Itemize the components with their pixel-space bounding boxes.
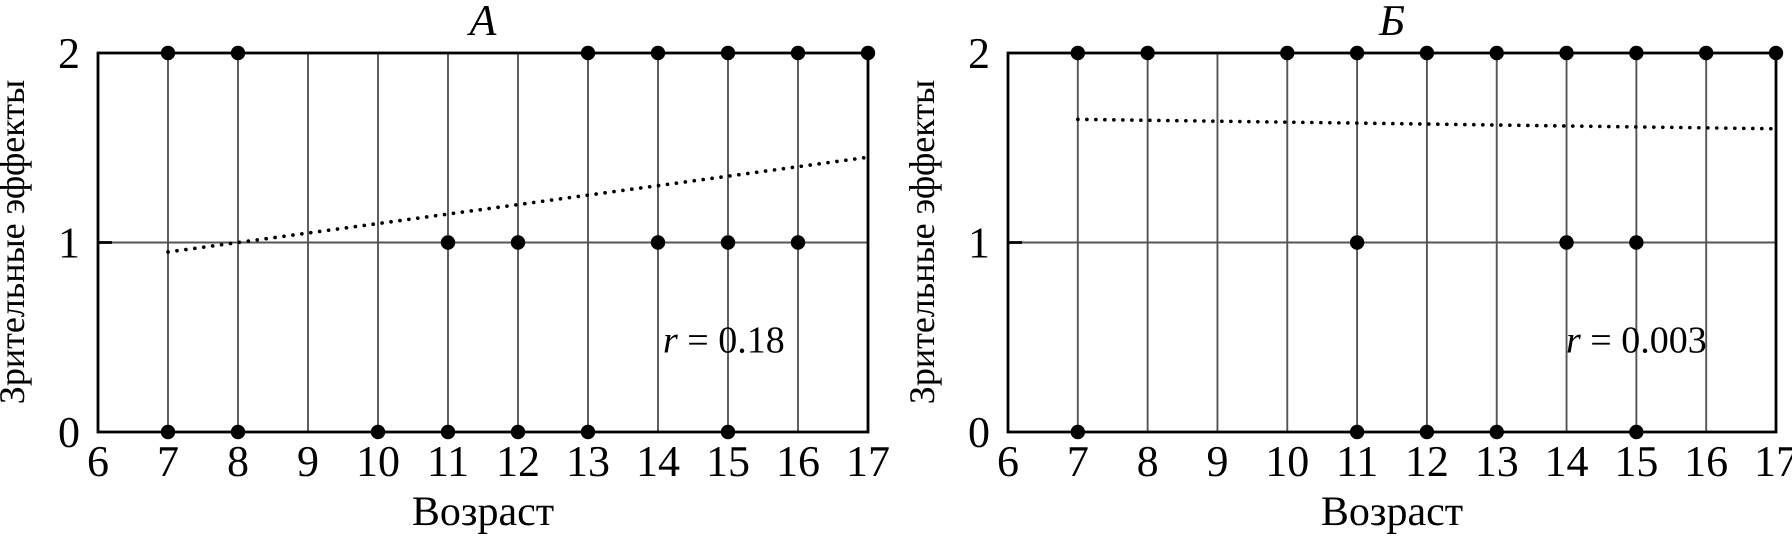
- svg-text:Возраст: Возраст: [1321, 489, 1463, 535]
- svg-text:14: 14: [636, 437, 680, 486]
- svg-text:17: 17: [846, 437, 890, 486]
- svg-text:0: 0: [58, 408, 80, 457]
- svg-text:Возраст: Возраст: [412, 489, 554, 535]
- svg-text:7: 7: [157, 437, 179, 486]
- svg-text:16: 16: [1684, 437, 1728, 486]
- svg-text:12: 12: [1405, 437, 1449, 486]
- svg-text:9: 9: [1206, 437, 1228, 486]
- svg-text:7: 7: [1067, 437, 1089, 486]
- svg-text:r = 0.18: r = 0.18: [663, 320, 785, 362]
- svg-text:1: 1: [58, 219, 80, 268]
- svg-text:r = 0.003: r = 0.003: [1566, 320, 1707, 362]
- svg-text:6: 6: [87, 437, 109, 486]
- svg-text:2: 2: [58, 29, 80, 78]
- svg-text:16: 16: [776, 437, 820, 486]
- svg-text:13: 13: [566, 437, 610, 486]
- svg-text:A: A: [467, 0, 498, 45]
- svg-text:15: 15: [706, 437, 750, 486]
- svg-text:0: 0: [968, 408, 990, 457]
- svg-text:8: 8: [1137, 437, 1159, 486]
- svg-text:17: 17: [1754, 437, 1792, 486]
- svg-text:Б: Б: [1378, 0, 1405, 45]
- svg-text:11: 11: [427, 437, 469, 486]
- svg-text:Зрительные эффекты: Зрительные эффекты: [902, 80, 942, 404]
- svg-text:11: 11: [1336, 437, 1378, 486]
- svg-text:8: 8: [227, 437, 249, 486]
- svg-text:10: 10: [356, 437, 400, 486]
- svg-text:9: 9: [297, 437, 319, 486]
- svg-text:10: 10: [1265, 437, 1309, 486]
- svg-text:1: 1: [968, 219, 990, 268]
- svg-text:2: 2: [968, 29, 990, 78]
- svg-text:15: 15: [1614, 437, 1658, 486]
- svg-text:6: 6: [997, 437, 1019, 486]
- svg-text:12: 12: [496, 437, 540, 486]
- svg-text:13: 13: [1475, 437, 1519, 486]
- svg-text:14: 14: [1545, 437, 1589, 486]
- svg-text:Зрительные эффекты: Зрительные эффекты: [0, 80, 32, 404]
